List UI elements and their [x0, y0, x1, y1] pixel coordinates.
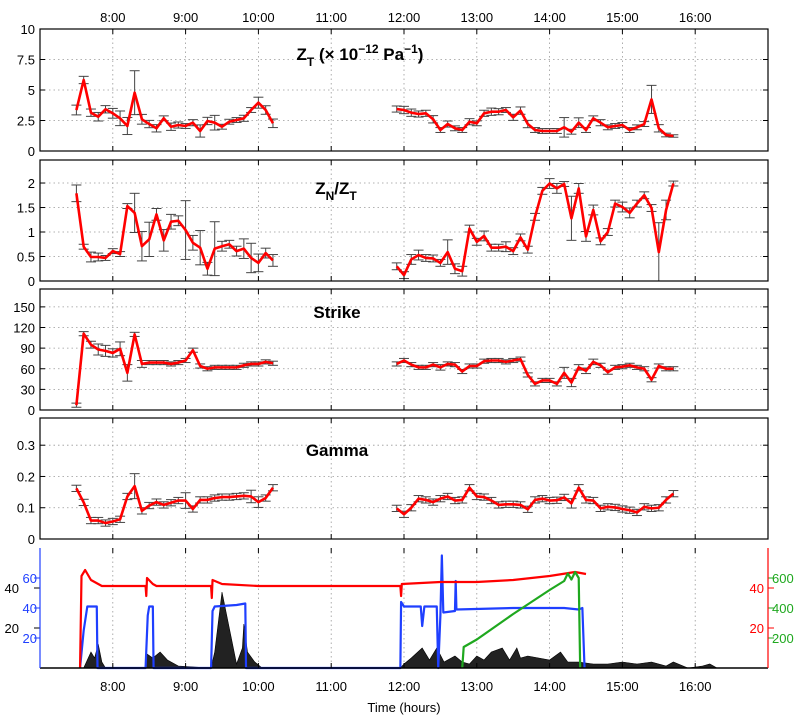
title-text: Strike: [313, 303, 360, 322]
series-line: [75, 332, 274, 406]
data-segment: [71, 473, 278, 527]
panel-frame: [39, 288, 769, 411]
x-tick-label-top: 12:00: [388, 10, 421, 25]
y-tick-label-green: 200: [772, 631, 794, 646]
y-tick-label: 0.2: [17, 469, 35, 484]
x-tick-label-top: 16:00: [679, 10, 712, 25]
y-tick-label: 7.5: [17, 53, 35, 68]
panel-title: ZT (× 10−12 Pa−1): [297, 42, 424, 69]
x-tick-label-bottom: 16:00: [679, 679, 712, 694]
title-superscript: −1: [404, 42, 418, 56]
series-line-green: [461, 570, 582, 669]
title-superscript: −12: [358, 42, 379, 56]
panel-title: Gamma: [306, 441, 369, 460]
title-text: Pa: [379, 45, 405, 64]
y-tick-label: 0.3: [17, 438, 35, 453]
x-tick-label-bottom: 10:00: [242, 679, 275, 694]
y-tick-label-red: 40: [750, 581, 764, 596]
y-tick-label-black: 40: [5, 581, 19, 596]
y-tick-label: 150: [13, 300, 35, 315]
y-tick-label: 0: [28, 403, 35, 418]
title-text: Gamma: [306, 441, 369, 460]
x-tick-label-bottom: 8:00: [100, 679, 125, 694]
x-tick-label-bottom: 13:00: [461, 679, 494, 694]
title-subscript: N: [326, 189, 335, 203]
y-tick-label: 0.5: [17, 250, 35, 265]
series-line: [75, 78, 275, 133]
y-tick-label: 5: [28, 83, 35, 98]
x-tick-label-top: 13:00: [461, 10, 494, 25]
panel-title: ZN/ZT: [315, 179, 357, 203]
panel-frame: [39, 417, 769, 540]
y-tick-label: 10: [21, 22, 35, 37]
y-tick-label: 1.5: [17, 201, 35, 216]
y-tick-label: 120: [13, 321, 35, 336]
y-tick-label: 2.5: [17, 114, 35, 129]
x-tick-label-top: 9:00: [173, 10, 198, 25]
data-segment: [71, 331, 278, 408]
title-text: /Z: [334, 179, 349, 198]
data-segment: [391, 484, 679, 518]
data-segment: [71, 70, 278, 138]
y-tick-label-green: 400: [772, 601, 794, 616]
area-series-black: [83, 591, 718, 669]
panel-title: Strike: [313, 303, 360, 322]
y-tick-label: 1: [28, 225, 35, 240]
y-tick-label: 60: [21, 362, 35, 377]
title-subscript: T: [349, 189, 357, 203]
y-tick-label-blue: 40: [23, 601, 37, 616]
x-tick-label-top: 14:00: [533, 10, 566, 25]
series-line-red: [78, 568, 587, 669]
series-line: [75, 484, 275, 525]
y-tick-label-blue: 60: [23, 571, 37, 586]
title-text: ): [418, 45, 424, 64]
y-tick-label: 0: [28, 532, 35, 547]
y-tick-label: 30: [21, 382, 35, 397]
y-tick-label-black: 20: [5, 621, 19, 636]
x-tick-label-bottom: 12:00: [388, 679, 421, 694]
data-segment: [391, 178, 679, 282]
x-tick-label-top: 8:00: [100, 10, 125, 25]
title-text: (× 10: [314, 45, 358, 64]
title-subscript: T: [307, 55, 315, 69]
y-tick-label: 2: [28, 176, 35, 191]
series-line: [75, 193, 274, 271]
x-tick-label-bottom: 15:00: [606, 679, 639, 694]
y-tick-label: 90: [21, 341, 35, 356]
data-segment: [391, 84, 679, 138]
title-text: Z: [315, 179, 325, 198]
x-tick-label-bottom: 11:00: [315, 679, 347, 694]
x-tick-label-top: 11:00: [315, 10, 347, 25]
panel-frame: [39, 28, 769, 152]
x-tick-label-top: 15:00: [606, 10, 639, 25]
y-tick-label: 0: [28, 274, 35, 289]
x-axis-label: Time (hours): [367, 700, 440, 715]
plot-data: [71, 70, 718, 670]
y-tick-label: 0.1: [17, 501, 35, 516]
y-tick-label-blue: 20: [23, 631, 37, 646]
x-tick-label-bottom: 9:00: [173, 679, 198, 694]
data-segment: [391, 356, 679, 388]
panel-frame: [39, 159, 769, 282]
x-tick-label-bottom: 14:00: [533, 679, 566, 694]
data-segment: [71, 184, 278, 277]
x-tick-label-top: 10:00: [242, 10, 275, 25]
y-tick-label: 0: [28, 144, 35, 159]
y-tick-label-red: 20: [750, 621, 764, 636]
series-line-blue: [78, 554, 586, 670]
y-tick-label-green: 600: [772, 571, 794, 586]
title-text: Z: [297, 45, 307, 64]
